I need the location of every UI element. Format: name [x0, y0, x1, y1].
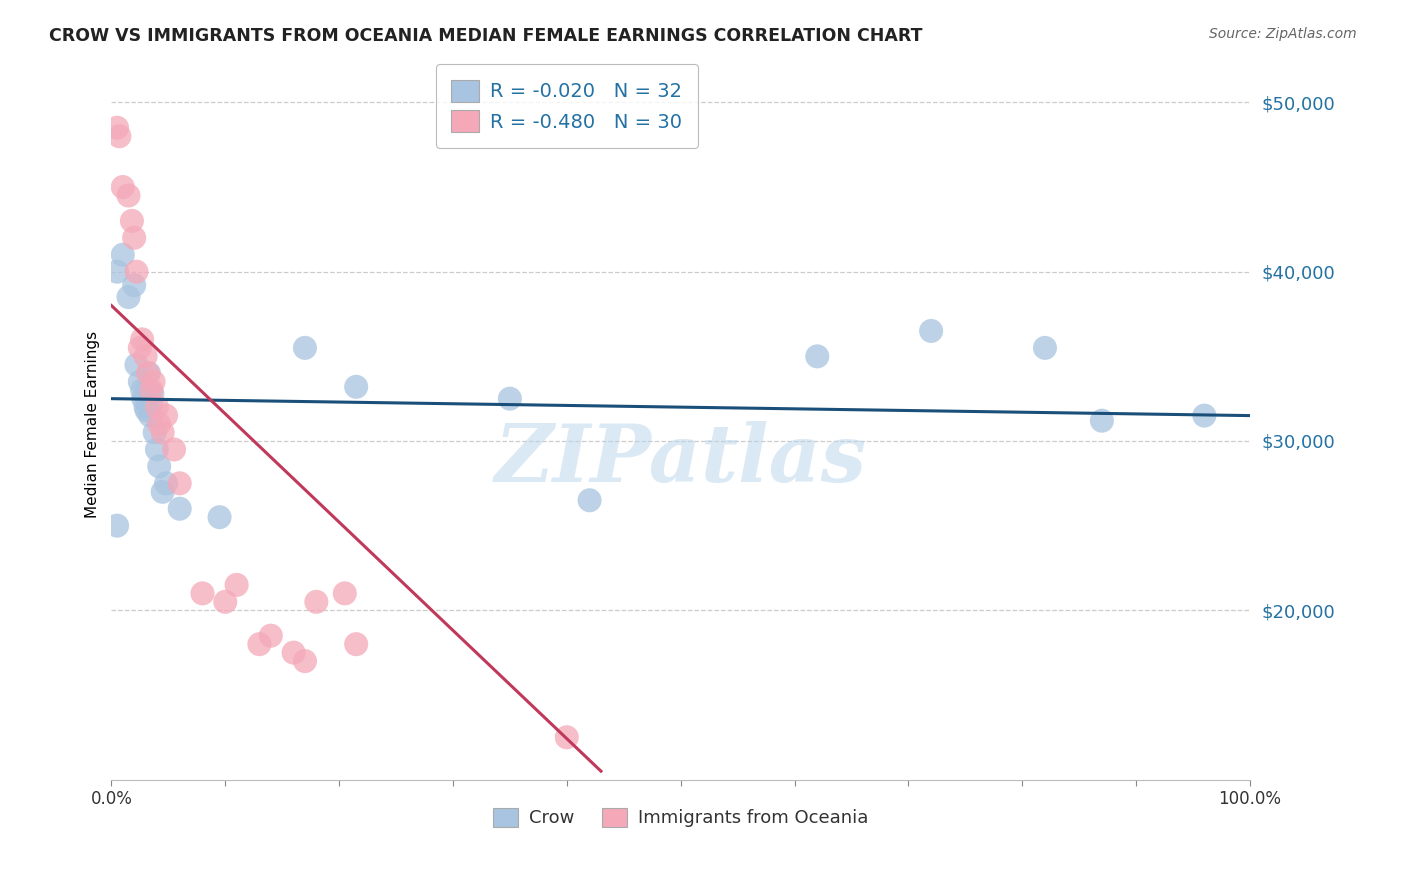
Point	[333, 586, 356, 600]
Point	[283, 646, 305, 660]
Point	[578, 493, 600, 508]
Point	[132, 392, 155, 406]
Point	[294, 341, 316, 355]
Point	[806, 349, 828, 363]
Point	[143, 425, 166, 440]
Point	[136, 383, 159, 397]
Point	[555, 731, 578, 745]
Point	[135, 403, 157, 417]
Point	[146, 400, 169, 414]
Point	[152, 484, 174, 499]
Point	[294, 654, 316, 668]
Point	[105, 120, 128, 135]
Point	[131, 383, 153, 397]
Point	[1033, 341, 1056, 355]
Point	[920, 324, 942, 338]
Point	[136, 366, 159, 380]
Point	[111, 180, 134, 194]
Point	[121, 214, 143, 228]
Point	[191, 586, 214, 600]
Point	[122, 278, 145, 293]
Text: ZIPatlas: ZIPatlas	[495, 421, 866, 499]
Point	[139, 409, 162, 423]
Point	[108, 129, 131, 144]
Point	[1091, 414, 1114, 428]
Point	[146, 442, 169, 457]
Point	[344, 637, 367, 651]
Point	[138, 366, 160, 380]
Point	[125, 358, 148, 372]
Point	[128, 341, 150, 355]
Point	[148, 459, 170, 474]
Point	[141, 397, 163, 411]
Point	[155, 409, 177, 423]
Point	[249, 637, 271, 651]
Point	[141, 386, 163, 401]
Y-axis label: Median Female Earnings: Median Female Earnings	[86, 331, 100, 517]
Point	[142, 375, 165, 389]
Text: Source: ZipAtlas.com: Source: ZipAtlas.com	[1209, 27, 1357, 41]
Point	[135, 349, 157, 363]
Point	[128, 375, 150, 389]
Legend: Crow, Immigrants from Oceania: Crow, Immigrants from Oceania	[486, 801, 876, 835]
Point	[105, 518, 128, 533]
Point	[131, 333, 153, 347]
Point	[152, 425, 174, 440]
Point	[105, 265, 128, 279]
Point	[169, 476, 191, 491]
Point	[111, 248, 134, 262]
Point	[125, 265, 148, 279]
Text: CROW VS IMMIGRANTS FROM OCEANIA MEDIAN FEMALE EARNINGS CORRELATION CHART: CROW VS IMMIGRANTS FROM OCEANIA MEDIAN F…	[49, 27, 922, 45]
Point	[148, 417, 170, 431]
Point	[499, 392, 522, 406]
Point	[135, 400, 157, 414]
Point	[122, 231, 145, 245]
Point	[155, 476, 177, 491]
Point	[163, 442, 186, 457]
Point	[260, 629, 283, 643]
Point	[169, 501, 191, 516]
Point	[141, 383, 163, 397]
Point	[305, 595, 328, 609]
Point	[225, 578, 247, 592]
Point	[117, 188, 139, 202]
Point	[1194, 409, 1216, 423]
Point	[214, 595, 236, 609]
Point	[208, 510, 231, 524]
Point	[344, 380, 367, 394]
Point	[117, 290, 139, 304]
